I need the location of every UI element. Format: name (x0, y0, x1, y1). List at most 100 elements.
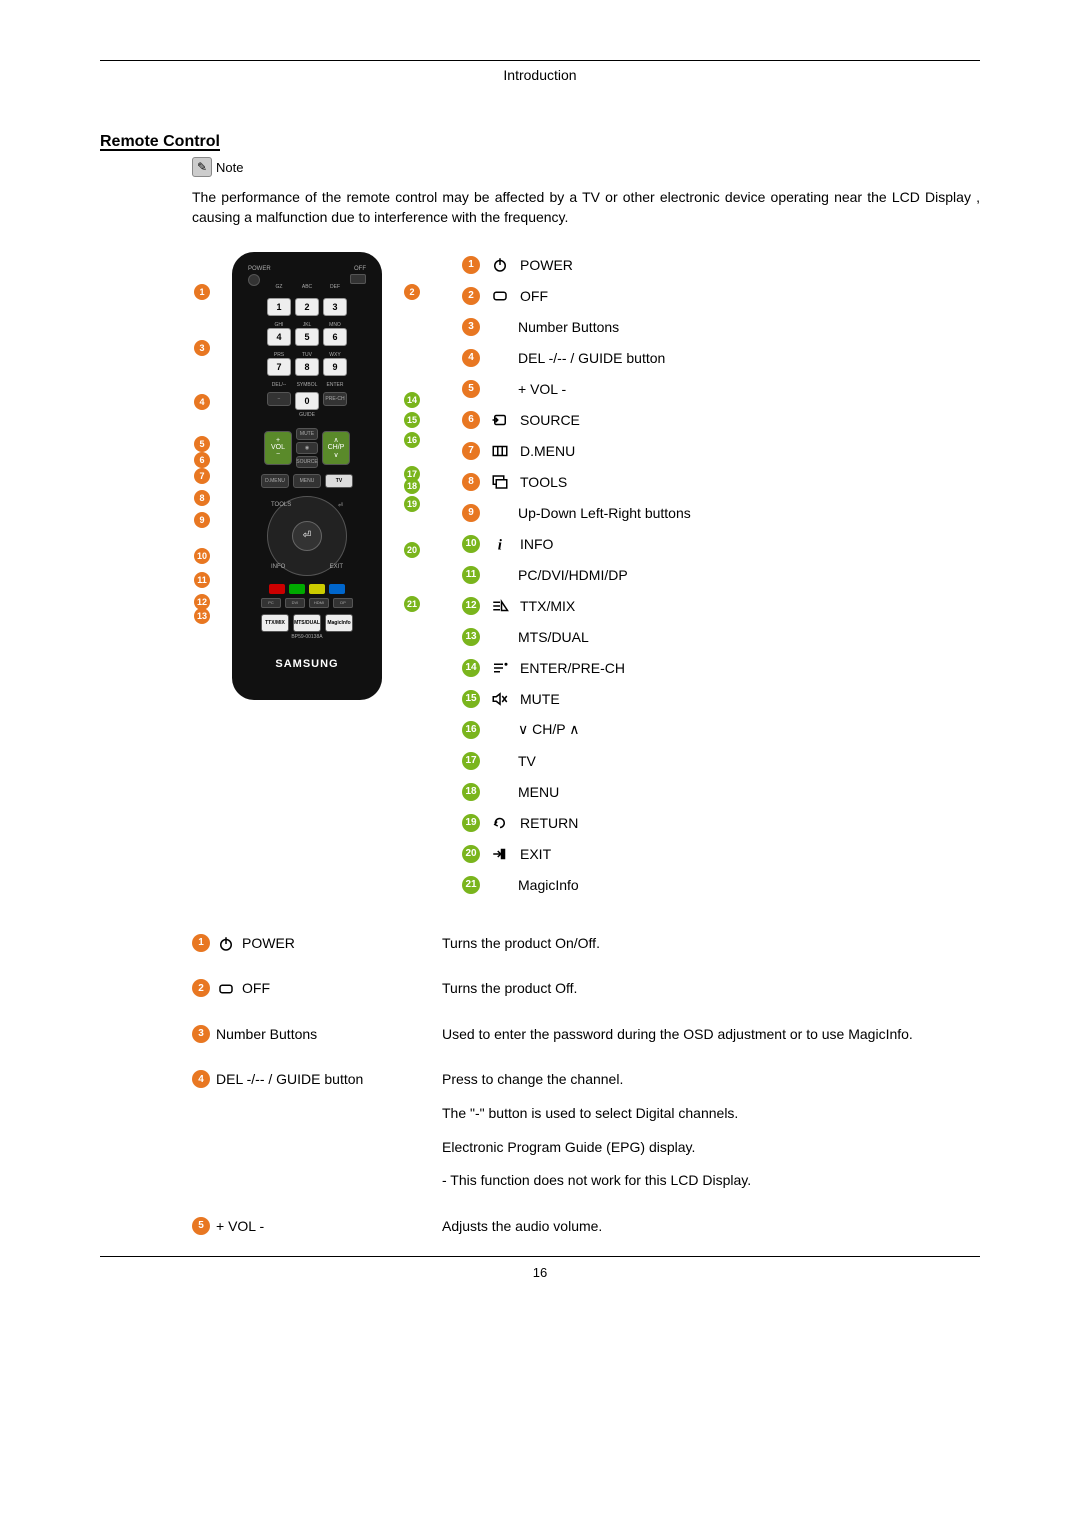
legend-item-9: 9 Up-Down Left-Right buttons (462, 504, 691, 522)
desc-left-5: 5 + VOL - (192, 1217, 432, 1235)
callout-2: 2 (404, 284, 420, 300)
legend-label: POWER (520, 257, 573, 273)
legend-icon (490, 597, 510, 615)
callout-1: 1 (194, 284, 210, 300)
legend-item-2: 2OFF (462, 287, 691, 305)
desc-right-2: Turns the product Off. (442, 979, 980, 999)
legend-badge: 3 (462, 318, 480, 336)
callout-3: 3 (194, 340, 210, 356)
callout-6: 6 (194, 452, 210, 468)
legend-icon (490, 814, 510, 832)
callout-5: 5 (194, 436, 210, 452)
legend-item-7: 7D.MENU (462, 442, 691, 460)
desc-right-4: Press to change the channel. The "-" butt… (442, 1070, 980, 1190)
remote-power-label: POWER (248, 266, 271, 272)
callout-13: 13 (194, 608, 210, 624)
legend-label: SOURCE (520, 412, 580, 428)
legend-icon (490, 845, 510, 863)
legend-item-11: 11PC/DVI/HDMI/DP (462, 566, 691, 584)
page-number: 16 (533, 1265, 547, 1280)
legend-badge: 6 (462, 411, 480, 429)
legend-icon (490, 411, 510, 429)
callout-8: 8 (194, 490, 210, 506)
legend-item-3: 3 Number Buttons (462, 318, 691, 336)
legend-badge: 5 (462, 380, 480, 398)
legend-label: MagicInfo (518, 877, 579, 893)
legend-label: TTX/MIX (520, 598, 575, 614)
desc-para: Turns the product Off. (442, 979, 980, 999)
legend-icon (490, 442, 510, 460)
legend-item-13: 13MTS/DUAL (462, 628, 691, 646)
legend-badge: 10 (462, 535, 480, 553)
legend-label: ∨ CH/P ∧ (518, 721, 579, 738)
legend-label: MUTE (520, 691, 560, 707)
remote-vol: +VOL− (264, 431, 292, 465)
note-text: The performance of the remote control ma… (192, 187, 980, 228)
remote-figure: POWER OFF GZABCDEF 123 GHIJKLMNO 456 PRS… (192, 252, 422, 894)
desc-left-1: 1POWER (192, 934, 432, 953)
legend-item-19: 19RETURN (462, 814, 691, 832)
note-label: Note (216, 160, 243, 175)
header-title: Introduction (100, 67, 980, 83)
legend-badge: 2 (462, 287, 480, 305)
legend-label: Up-Down Left-Right buttons (518, 505, 691, 521)
desc-icon (216, 980, 236, 998)
legend-item-5: 5 + VOL - (462, 380, 691, 398)
remote-off-btn (350, 274, 366, 284)
legend-label: PC/DVI/HDMI/DP (518, 567, 628, 583)
legend-badge: 17 (462, 752, 480, 770)
desc-para: Electronic Program Guide (EPG) display. (442, 1138, 980, 1158)
legend-item-10: 10 INFO (462, 535, 691, 553)
legend-badge: 16 (462, 721, 480, 739)
legend-item-16: 16 ∨ CH/P ∧ (462, 721, 691, 739)
legend-label: EXIT (520, 846, 551, 862)
legend-badge: 21 (462, 876, 480, 894)
legend-badge: 15 (462, 690, 480, 708)
legend-label: RETURN (520, 815, 578, 831)
legend-label: Number Buttons (518, 319, 619, 335)
legend-badge: 4 (462, 349, 480, 367)
callout-16: 16 (404, 432, 420, 448)
desc-para: The "-" button is used to select Digital… (442, 1104, 980, 1124)
legend-item-20: 20EXIT (462, 845, 691, 863)
legend-badge: 12 (462, 597, 480, 615)
legend-label: INFO (520, 536, 553, 552)
desc-label: + VOL - (216, 1217, 264, 1234)
desc-badge: 5 (192, 1217, 210, 1235)
callout-10: 10 (194, 548, 210, 564)
desc-label: OFF (242, 979, 270, 996)
legend-icon (490, 473, 510, 491)
desc-para: Press to change the channel. (442, 1070, 980, 1090)
callout-7: 7 (194, 468, 210, 484)
desc-para: Used to enter the password during the OS… (442, 1025, 980, 1045)
legend-item-14: 14ENTER/PRE-CH (462, 659, 691, 677)
callout-14: 14 (404, 392, 420, 408)
legend-label: ENTER/PRE-CH (520, 660, 625, 676)
legend-label: + VOL - (518, 381, 566, 397)
remote-pc-row: PC DVI HDMI DP (261, 598, 353, 608)
remote-dpad: TOOLS ⏎ INFO EXIT ⏎ (267, 496, 347, 576)
legend-item-6: 6 SOURCE (462, 411, 691, 429)
legend-badge: 9 (462, 504, 480, 522)
callout-15: 15 (404, 412, 420, 428)
callout-9: 9 (194, 512, 210, 528)
legend-icon (490, 535, 510, 553)
remote-numpad: 123 (267, 298, 347, 316)
legend-item-8: 8TOOLS (462, 473, 691, 491)
description-table: 1POWERTurns the product On/Off.2OFFTurns… (192, 934, 980, 1237)
desc-right-5: Adjusts the audio volume. (442, 1217, 980, 1237)
legend-item-21: 21 MagicInfo (462, 876, 691, 894)
desc-label: Number Buttons (216, 1025, 317, 1042)
desc-badge: 2 (192, 979, 210, 997)
desc-label: DEL -/-- / GUIDE button (216, 1070, 363, 1087)
remote-brand: SAMSUNG (275, 658, 338, 670)
legend-item-18: 18MENU (462, 783, 691, 801)
remote-off-label: OFF (354, 266, 366, 272)
legend-item-1: 1POWER (462, 256, 691, 274)
remote-color-row (269, 584, 345, 594)
desc-para: - This function does not work for this L… (442, 1171, 980, 1191)
legend-label: TOOLS (520, 474, 567, 490)
legend-list: 1POWER2OFF3Number Buttons4DEL -/-- / GUI… (462, 252, 691, 894)
desc-right-3: Used to enter the password during the OS… (442, 1025, 980, 1045)
callout-19: 19 (404, 496, 420, 512)
